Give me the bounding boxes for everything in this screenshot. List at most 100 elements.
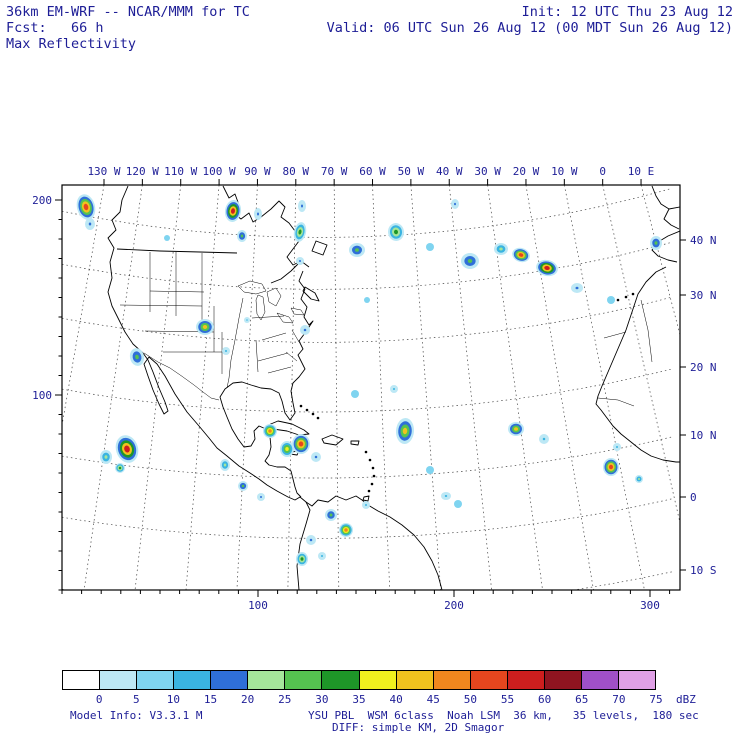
colorbar-tick-label: 35 [352,693,366,706]
diffusion-options: DIFF: simple KM, 2D Smagor [332,721,505,734]
border-line [640,299,653,363]
coastline [219,270,314,498]
coastline [651,230,680,263]
reflectivity-cell [402,427,408,435]
coastline [311,240,328,256]
colorbar-tick-label: 70 [612,693,626,706]
reflectivity-cell [298,229,302,235]
reflectivity-cell [257,212,259,216]
colorbar-step [544,671,582,689]
island-dot [299,404,303,408]
coastline [270,260,302,284]
reflectivity-cell [454,500,462,508]
colorbar-step [396,671,434,689]
reflectivity-cell [223,463,227,467]
island-dot [311,412,315,416]
reflectivity-cell [164,235,170,241]
reflectivity-cell [609,464,613,470]
meridian-line [185,185,220,590]
colorbar-tick-label: 0 [95,693,103,706]
meridian-line [372,185,391,590]
island-dot [364,450,368,454]
colorbar-step [322,671,360,689]
reflectivity-cell [393,388,395,390]
colorbar-step [137,671,175,689]
island-dot [372,474,376,478]
reflectivity-cell [329,513,333,517]
coastline [595,266,680,463]
parallel-line [62,296,673,343]
border-line [237,280,267,295]
island-dot [631,292,635,296]
colorbar-tick-label: 75 [649,693,663,706]
state-borders [119,252,653,407]
colorbar-step [285,671,323,689]
reflectivity-cell [616,446,618,448]
map-frame [61,184,681,591]
reflectivity-cell [301,204,303,208]
reflectivity-cell [246,319,248,321]
reflectivity-cell [298,441,304,447]
coastline [116,248,238,254]
top-axis-label: 10 E [628,165,655,178]
parallel-line [62,241,673,290]
reflectivity-cell [467,259,473,263]
top-axis-label: 20 W [513,165,540,178]
island-dot [316,416,320,420]
island-dot [371,466,375,470]
top-axis-label: 110 W [164,165,197,178]
border-line [226,297,244,389]
colorbar-tick-label: 5 [132,693,140,706]
reflectivity-cell [135,354,139,360]
right-axis-label: 10 N [690,429,717,442]
island-dot [370,482,374,486]
reflectivity-cell [499,247,503,251]
island-dot [368,458,372,462]
left-axis-label: 100 [32,389,52,402]
colorbar-tick-label: 25 [278,693,292,706]
reflectivity-cell [351,390,359,398]
reflectivity-cell [299,260,301,262]
border-line [143,352,220,401]
top-axis-label: 40 W [436,165,463,178]
island-dot [624,295,628,299]
border-line [257,352,289,362]
right-axis-label: 30 N [690,289,717,302]
reflectivity-cell [230,208,236,214]
colorbar-tick-label: 65 [575,693,589,706]
top-axis-label: 120 W [126,165,159,178]
reflectivity-cell [365,504,367,506]
reflectivity-cells [76,194,662,566]
meridian-line [564,185,645,590]
right-axis-label: 0 [690,491,697,504]
border-line [267,366,292,374]
meridian-line [62,185,105,425]
coastline [302,286,320,302]
reflectivity-cell [321,555,323,557]
colorbar-unit: dBZ [676,693,696,706]
coastline [107,185,311,590]
model-title: 36km EM-WRF -- NCAR/MMM for TC [6,4,250,20]
reflectivity-cell [654,241,658,245]
top-axis-label: 30 W [474,165,501,178]
border-line [251,315,285,319]
colorbar-tick-label: 45 [426,693,440,706]
reflectivity-cell [607,296,615,304]
coastline [362,495,370,502]
border-line [255,339,259,373]
meridian-line [236,185,258,590]
parallel-line [62,368,673,413]
parallel-line [62,571,673,590]
colorbar-step [63,671,101,689]
border-line [149,290,205,293]
colorbar-step [507,671,545,689]
meridian-line [333,185,340,590]
coastline [651,185,680,210]
colorbar-step [248,671,286,689]
reflectivity-cell [518,253,524,257]
meridian-line [134,185,182,590]
reflectivity-cell [225,350,227,352]
reflectivity-cell [118,466,122,470]
coastline [350,440,360,446]
